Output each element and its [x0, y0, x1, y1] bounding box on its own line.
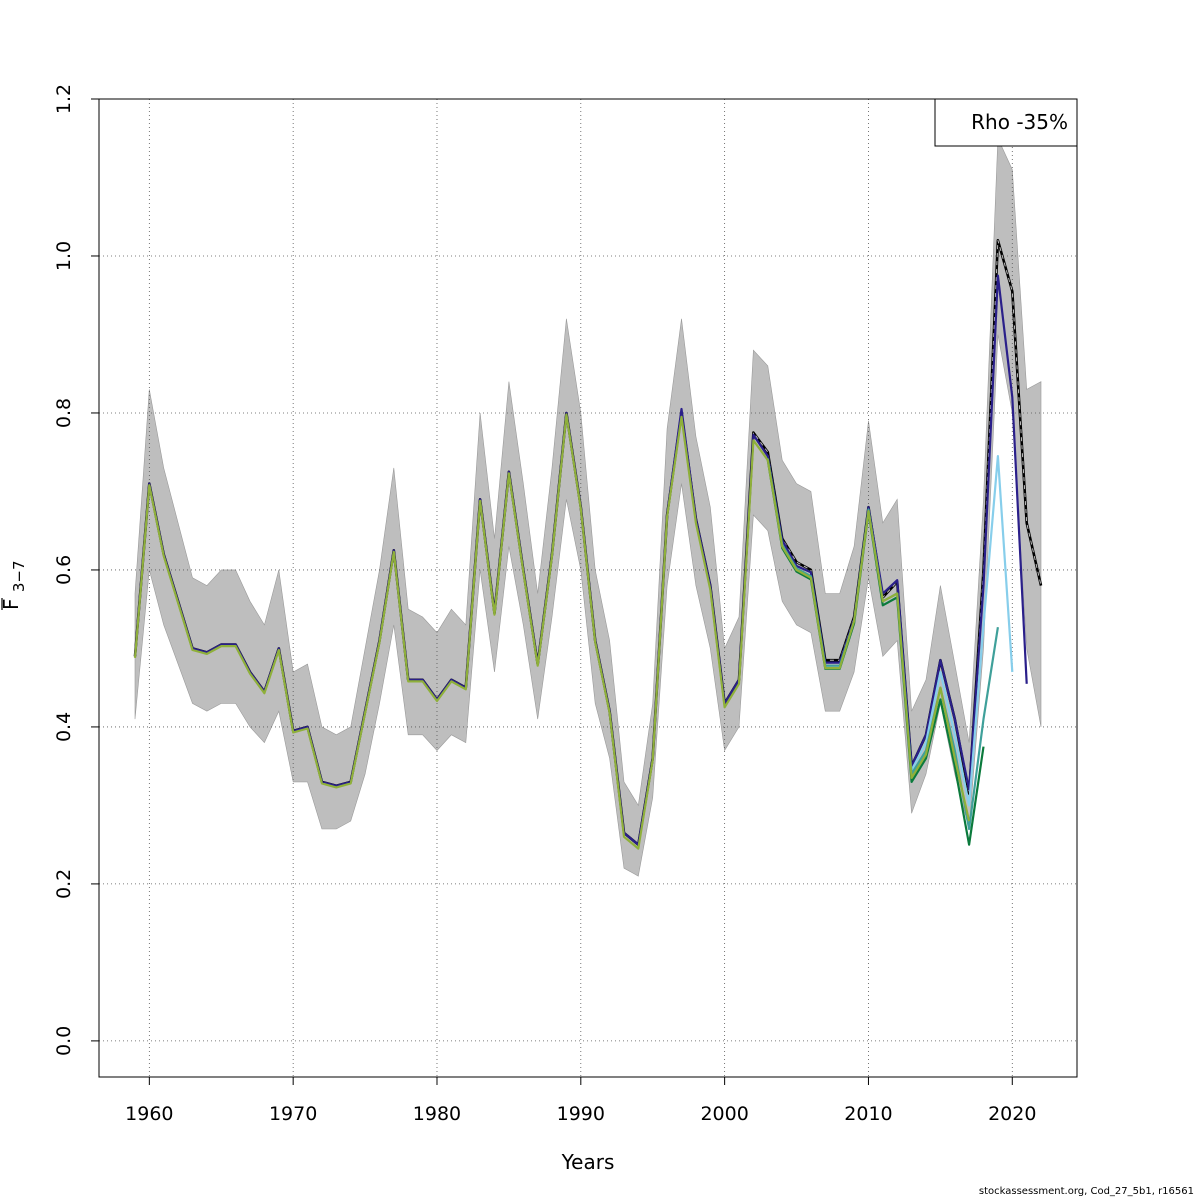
x-tick-label: 1970 [269, 1103, 317, 1125]
confidence-band [134, 138, 1042, 877]
y-tick-label: 0.2 [53, 869, 75, 899]
series-layer [133, 239, 1043, 850]
x-tick-label: 2010 [844, 1103, 892, 1125]
legend-rect [934, 98, 1078, 147]
footer-credit: stockassessment.org, Cod_27_5b1, r16561 [978, 1186, 1194, 1197]
y-axis-title-subscript: 3−7 [10, 560, 28, 592]
x-tick-label: 2020 [988, 1103, 1036, 1125]
y-axis-title-symbol: F [0, 598, 23, 610]
y-tick-label: 0.8 [53, 398, 75, 428]
legend-box: Rho -35% [934, 98, 1078, 147]
axis-layer: 1960 1970 1980 1990 2000 2010 2020 0.0 0.2 0.4 0.6… [53, 84, 1036, 1125]
x-tick-label: 1960 [125, 1103, 173, 1125]
plot-frame [98, 98, 1078, 1078]
x-axis-title: Years [561, 1150, 615, 1174]
y-axis-title-main: F 3−7 [0, 560, 28, 610]
y-tick-label: 1.2 [53, 84, 75, 114]
series-line-peel-5 [133, 413, 971, 850]
y-tick-label: 0.4 [53, 712, 75, 742]
confidence-band-layer [134, 138, 1042, 877]
x-tick-label: 1990 [557, 1103, 605, 1125]
y-axis-title: F 3−7 [0, 560, 28, 610]
legend-label: Rho -35% [971, 110, 1068, 134]
x-tick-label: 2000 [700, 1103, 748, 1125]
x-tick-label: 1980 [413, 1103, 461, 1125]
y-tick-label: 0.6 [53, 555, 75, 585]
series-line-peel-2 [910, 455, 1014, 807]
y-tick-label: 1.0 [53, 241, 75, 271]
y-tick-label: 0.0 [53, 1026, 75, 1056]
